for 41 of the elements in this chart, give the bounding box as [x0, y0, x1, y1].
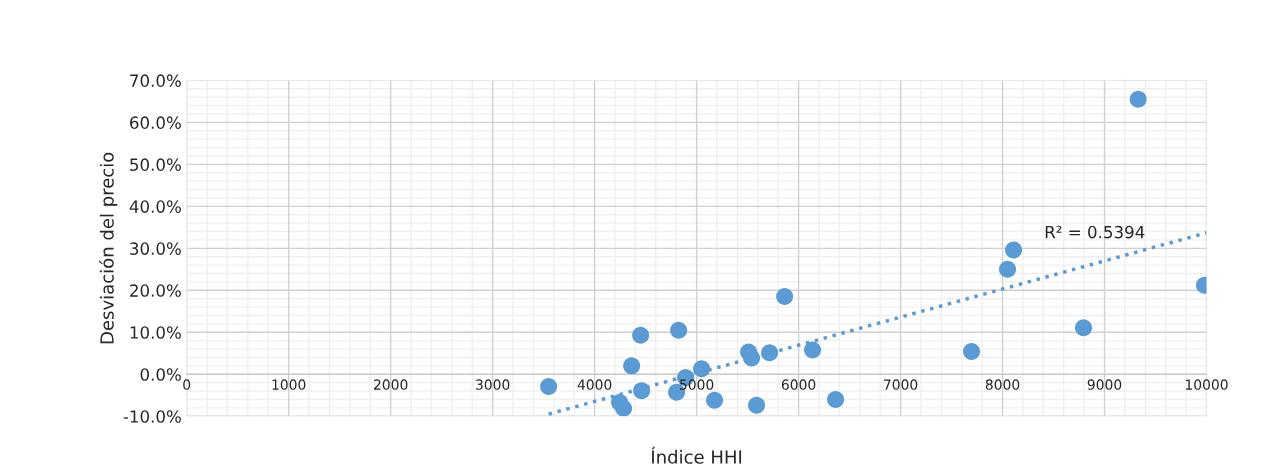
- x-tick-label: 4000: [577, 379, 612, 390]
- point: [615, 399, 633, 417]
- x-tick-label: 7000: [884, 379, 918, 390]
- point: [804, 341, 822, 359]
- point: [670, 321, 688, 339]
- y-tick-label: 70.0%: [130, 74, 181, 87]
- point: [999, 260, 1017, 278]
- x-tick-label: 9000: [1087, 379, 1122, 390]
- y-tick-label: 50.0%: [130, 158, 181, 171]
- x-tick-label: 3000: [476, 379, 510, 390]
- x-tick-label: 1000: [272, 379, 306, 390]
- point: [1005, 241, 1023, 259]
- point: [827, 390, 845, 408]
- annotation: R² = 0.5394: [1045, 225, 1145, 239]
- y-tick-label: 20.0%: [130, 284, 181, 297]
- y-tick-label: 30.0%: [130, 242, 181, 255]
- y-tick-label: 40.0%: [129, 200, 181, 213]
- point: [540, 377, 558, 395]
- point: [623, 357, 641, 375]
- point: [693, 360, 711, 378]
- point: [1129, 90, 1147, 108]
- point: [748, 396, 766, 414]
- x-tick-label: 8000: [985, 379, 1020, 390]
- y-tick-label: 10.0%: [130, 326, 181, 339]
- point: [761, 344, 779, 362]
- y-tick-label: -10.0%: [123, 410, 181, 423]
- point: [963, 343, 981, 361]
- point: [706, 391, 724, 409]
- x-axis-title: Índice HHI: [651, 446, 742, 464]
- y-tick-label: 60.0%: [130, 116, 181, 129]
- point: [743, 349, 761, 367]
- x-tick-label: 6000: [781, 379, 816, 390]
- y-axis-title: Desviación del precio: [99, 152, 118, 344]
- x-tick-label: 0: [183, 379, 191, 390]
- point: [633, 382, 651, 400]
- point: [632, 326, 650, 344]
- point: [1075, 319, 1093, 337]
- x-tick-label: 2000: [374, 379, 408, 390]
- y-tick-label: 0.0%: [140, 368, 181, 381]
- x-tick-label: 10000: [1185, 379, 1228, 390]
- point: [776, 288, 794, 306]
